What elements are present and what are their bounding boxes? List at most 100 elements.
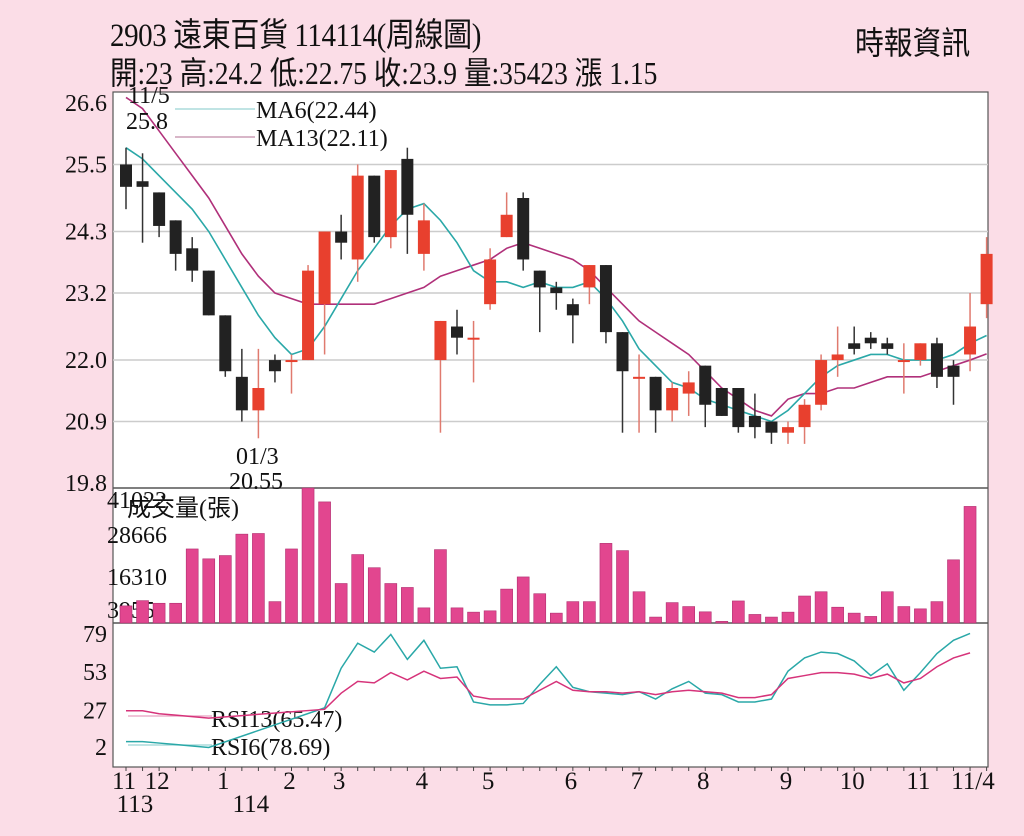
x-axis-label: 8 <box>697 768 710 795</box>
y-tick-label: 26.6 <box>65 91 107 117</box>
candle-body <box>335 231 348 243</box>
volume-bar <box>351 554 365 624</box>
x-axis-label: 5 <box>482 768 495 795</box>
x-axis-label: 3 <box>333 768 346 795</box>
volume-bar <box>599 543 613 624</box>
volume-bar <box>401 587 414 624</box>
y-tick-label: 19.8 <box>65 471 107 497</box>
candle-body <box>434 320 447 361</box>
volume-bar <box>252 533 265 624</box>
rsi-tick: 27 <box>83 698 107 724</box>
volume-bar <box>864 616 878 624</box>
volume-bar <box>632 591 646 624</box>
x-axis-label: 9 <box>780 768 793 795</box>
candle-body <box>599 265 612 333</box>
candle-body <box>186 248 199 271</box>
volume-bar <box>367 567 381 624</box>
ma13-line <box>125 96 987 417</box>
volume-bar <box>665 602 679 624</box>
volume-bar <box>301 487 315 624</box>
candle-body <box>699 365 712 405</box>
candle-body <box>268 360 281 372</box>
volume-bar <box>235 533 249 624</box>
x-axis-label: 7 <box>631 768 644 795</box>
brand-label: 時報資訊 <box>855 24 971 62</box>
volume-bar <box>549 612 563 624</box>
annotation-high-value: 25.8 <box>126 109 168 135</box>
candle-body <box>401 158 414 215</box>
x-axis-label: 11/4 <box>951 768 995 795</box>
candle-body <box>782 427 794 433</box>
volume-bar <box>169 602 182 624</box>
volume-bar <box>963 506 977 624</box>
y-tick-label: 25.5 <box>65 152 107 178</box>
volume-bar <box>483 610 497 624</box>
annotation-low-value: 20.55 <box>229 469 283 495</box>
candle-body <box>550 287 563 293</box>
x-axis-year: 114 <box>233 791 270 818</box>
volume-bar <box>831 606 844 624</box>
candle-body <box>748 415 761 428</box>
volume-bar <box>880 591 894 624</box>
volume-bar <box>219 555 232 624</box>
candle-body <box>467 337 480 340</box>
y-tick-label: 20.9 <box>65 410 107 436</box>
volume-bar <box>649 616 662 624</box>
rsi-tick: 2 <box>95 735 107 761</box>
candle-body <box>980 253 993 305</box>
candle-body <box>484 259 497 305</box>
candle-body <box>368 175 381 238</box>
volume-bar <box>467 611 480 624</box>
candle-body <box>136 181 149 187</box>
candle-body <box>616 332 629 372</box>
x-axis-label: 10 <box>840 768 865 795</box>
volume-bar <box>152 602 166 624</box>
volume-bar <box>285 548 298 624</box>
candle-body <box>864 337 877 344</box>
volume-bar <box>930 601 944 624</box>
candle-body <box>947 365 960 377</box>
volume-bar <box>384 583 398 624</box>
candle-body <box>417 220 430 254</box>
volume-bar <box>136 600 149 624</box>
volume-bar <box>516 576 530 624</box>
candle-body <box>202 270 215 316</box>
volume-bar <box>814 591 828 624</box>
volume-bar <box>682 606 696 624</box>
volume-bar <box>500 588 513 624</box>
volume-title: 成交量(張) <box>127 495 239 522</box>
candle-body <box>682 382 695 394</box>
candle-body <box>914 343 927 361</box>
candle-body <box>583 265 596 288</box>
volume-bar <box>318 501 331 624</box>
plot-area <box>112 91 989 768</box>
volume-bar <box>748 614 762 624</box>
candle-body <box>649 376 662 411</box>
candle-body <box>815 360 828 405</box>
legend-ma13: MA13(22.11) <box>256 126 388 152</box>
rsi13-line <box>126 652 971 719</box>
volume-bar <box>434 549 447 624</box>
volume-bar <box>268 601 282 624</box>
candle-body <box>798 404 811 428</box>
volume-bar <box>765 616 778 624</box>
price-stats: 開:23 高:24.2 低:22.75 收:23.9 量:35423 漲 1.1… <box>110 55 658 91</box>
candle-body <box>964 326 977 355</box>
x-axis-label: 4 <box>416 768 429 795</box>
volume-bar <box>566 601 580 624</box>
candle-body <box>451 326 463 338</box>
candle-body <box>169 220 182 254</box>
candle-body <box>302 270 315 361</box>
candle-body <box>566 304 579 316</box>
x-axis-label: 6 <box>565 768 578 795</box>
annotation-low-date: 01/3 <box>236 444 279 470</box>
candle-body <box>219 315 232 372</box>
volume-tick: 41022 <box>107 488 167 514</box>
volume-tick: 28666 <box>107 523 167 549</box>
volume-bar <box>732 600 745 624</box>
candle-body <box>153 192 166 226</box>
x-axis-label: 11 <box>906 768 930 795</box>
rsi-tick: 79 <box>83 622 107 648</box>
chart-title: 2903 遠東百貨 114114(周線圖) <box>110 18 481 54</box>
